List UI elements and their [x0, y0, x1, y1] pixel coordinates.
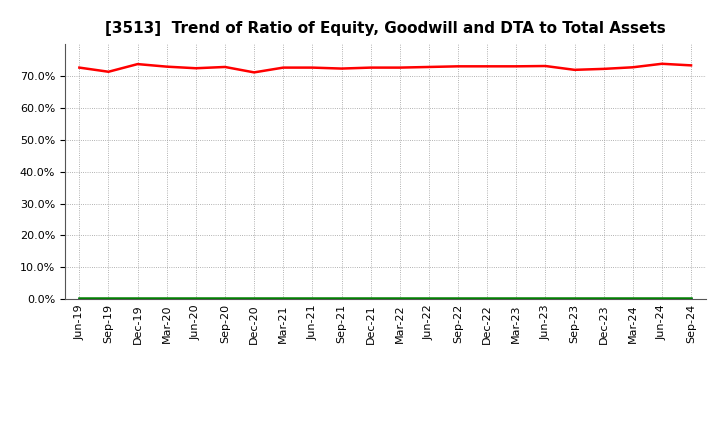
Equity [308, 65, 317, 70]
Equity [337, 66, 346, 71]
Deferred Tax Assets [337, 296, 346, 301]
Deferred Tax Assets [308, 296, 317, 301]
Equity [599, 66, 608, 72]
Deferred Tax Assets [570, 296, 579, 301]
Equity [366, 65, 375, 70]
Deferred Tax Assets [483, 296, 492, 301]
Deferred Tax Assets [425, 296, 433, 301]
Deferred Tax Assets [220, 296, 229, 301]
Deferred Tax Assets [395, 296, 404, 301]
Equity [395, 65, 404, 70]
Equity [163, 64, 171, 69]
Goodwill [133, 297, 142, 302]
Goodwill [629, 297, 637, 302]
Legend: Equity, Goodwill, Deferred Tax Assets: Equity, Goodwill, Deferred Tax Assets [191, 438, 580, 440]
Deferred Tax Assets [366, 296, 375, 301]
Deferred Tax Assets [250, 296, 258, 301]
Goodwill [570, 297, 579, 302]
Deferred Tax Assets [687, 296, 696, 301]
Equity [250, 70, 258, 75]
Equity [104, 69, 113, 74]
Equity [133, 62, 142, 67]
Equity [687, 63, 696, 68]
Deferred Tax Assets [192, 296, 200, 301]
Equity [629, 65, 637, 70]
Equity [454, 64, 462, 69]
Goodwill [104, 297, 113, 302]
Goodwill [308, 297, 317, 302]
Goodwill [250, 297, 258, 302]
Equity [541, 63, 550, 69]
Goodwill [483, 297, 492, 302]
Goodwill [512, 297, 521, 302]
Equity [570, 67, 579, 73]
Deferred Tax Assets [599, 296, 608, 301]
Deferred Tax Assets [279, 296, 287, 301]
Goodwill [425, 297, 433, 302]
Goodwill [687, 297, 696, 302]
Equity [75, 65, 84, 70]
Goodwill [366, 297, 375, 302]
Deferred Tax Assets [104, 296, 113, 301]
Goodwill [395, 297, 404, 302]
Deferred Tax Assets [454, 296, 462, 301]
Deferred Tax Assets [512, 296, 521, 301]
Line: Equity: Equity [79, 64, 691, 73]
Goodwill [337, 297, 346, 302]
Title: [3513]  Trend of Ratio of Equity, Goodwill and DTA to Total Assets: [3513] Trend of Ratio of Equity, Goodwil… [105, 21, 665, 36]
Goodwill [454, 297, 462, 302]
Goodwill [279, 297, 287, 302]
Equity [192, 66, 200, 71]
Equity [279, 65, 287, 70]
Goodwill [599, 297, 608, 302]
Deferred Tax Assets [657, 296, 666, 301]
Goodwill [192, 297, 200, 302]
Deferred Tax Assets [163, 296, 171, 301]
Goodwill [657, 297, 666, 302]
Deferred Tax Assets [133, 296, 142, 301]
Goodwill [75, 297, 84, 302]
Equity [425, 64, 433, 70]
Equity [512, 64, 521, 69]
Goodwill [163, 297, 171, 302]
Equity [657, 61, 666, 66]
Equity [483, 64, 492, 69]
Goodwill [220, 297, 229, 302]
Goodwill [541, 297, 550, 302]
Deferred Tax Assets [629, 296, 637, 301]
Deferred Tax Assets [541, 296, 550, 301]
Equity [220, 64, 229, 70]
Deferred Tax Assets [75, 296, 84, 301]
